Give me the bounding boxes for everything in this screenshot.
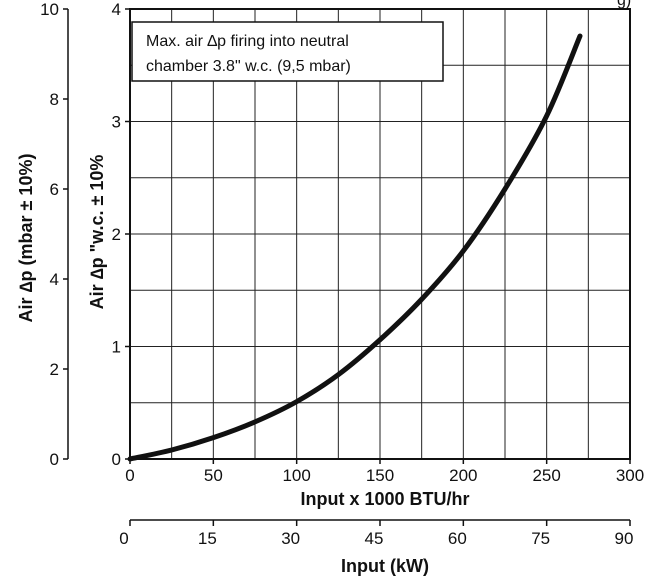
- x-tick-label: 50: [204, 466, 223, 485]
- y2-axis-label: Air ∆p (mbar ± 10%): [16, 154, 36, 323]
- y-tick-label: 0: [112, 450, 121, 469]
- x2-tick-label: 0: [119, 529, 128, 548]
- y2-tick-label: 8: [50, 90, 59, 109]
- x2-tick-label: 45: [365, 529, 384, 548]
- series-group: [127, 33, 583, 462]
- y2-tick-label: 6: [50, 180, 59, 199]
- y2-tick-label: 0: [50, 450, 59, 469]
- x2-tick-label: 30: [281, 529, 300, 548]
- x2-tick-label: 75: [531, 529, 550, 548]
- x2-tick-label: 15: [198, 529, 217, 548]
- y2-tick-label: 10: [40, 0, 59, 19]
- annotation-line-2: chamber 3.8" w.c. (9,5 mbar): [146, 58, 351, 75]
- x-tick-label: 250: [532, 466, 560, 485]
- top-right-fragment: g): [617, 0, 631, 9]
- x-tick-label: 300: [616, 466, 644, 485]
- x2-tick-label: 90: [615, 529, 634, 548]
- annotation-frame: [131, 21, 444, 82]
- x2-tick-label: 60: [448, 529, 467, 548]
- y2-tick-label: 2: [50, 360, 59, 379]
- x-tick-label: 200: [449, 466, 477, 485]
- y-tick-label: 4: [112, 0, 121, 19]
- x2-axis-label: Input (kW): [341, 556, 429, 576]
- y-tick-label: 3: [112, 113, 121, 132]
- axes: 0 50 100 150 200 250 300 0 1 2 3 4 0 15 30 45 60 75 90 0 2 4 6…: [40, 0, 644, 548]
- annotation-line-1: Max. air ∆p firing into neutral: [146, 33, 349, 50]
- y-tick-label: 1: [112, 338, 121, 357]
- x-tick-label: 150: [366, 466, 394, 485]
- y2-tick-label: 4: [50, 270, 59, 289]
- x-axis-label: Input x 1000 BTU/hr: [300, 489, 469, 509]
- y-tick-label: 2: [112, 225, 121, 244]
- series-line: [127, 33, 583, 462]
- x-tick-label: 100: [282, 466, 310, 485]
- y-axis-label: Air ∆p "w.c. ± 10%: [87, 155, 107, 310]
- x-tick-label: 0: [125, 466, 134, 485]
- annotation-box: Max. air ∆p firing into neutral chamber …: [131, 21, 444, 82]
